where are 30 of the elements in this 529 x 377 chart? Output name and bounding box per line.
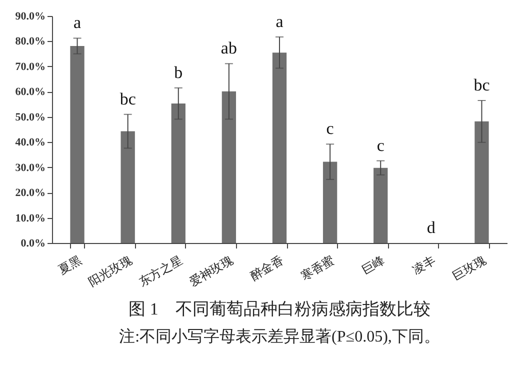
x-tick-label: 寒香蜜 (298, 252, 337, 283)
text: 注:不同小写字母表示差异显著(P≤0.05),下同。 (119, 328, 440, 346)
y-tick-label: 80.0% (15, 36, 46, 48)
y-tick-label: 0.0% (20, 238, 46, 250)
x-tick-label: 凌丰 (410, 252, 438, 277)
y-tick-label: 30.0% (15, 162, 46, 174)
annotation: b (174, 62, 183, 82)
x-tick-label: 东方之星 (136, 252, 185, 289)
y-tick-label: 40.0% (15, 136, 46, 149)
annotation: c (326, 119, 334, 138)
x-tick-label: 爱神玫瑰 (186, 252, 236, 289)
y-tick-label: 70.0% (15, 60, 46, 73)
y-tick-label: 10.0% (15, 212, 46, 224)
y-tick-label: 60.0% (15, 86, 46, 98)
y-tick-label: 50.0% (15, 111, 46, 124)
annotation: a (74, 13, 82, 32)
annotation: a (276, 12, 284, 31)
text: 图 1 不同葡萄品种白粉病感病指数比较 (128, 300, 430, 319)
y-tick-label: 90.0% (15, 10, 46, 22)
y-tick-label: 20.0% (15, 187, 46, 200)
x-tick-label: 夏黑 (56, 252, 84, 277)
x-tick-label: 巨峰 (359, 252, 388, 277)
annotation: d (426, 218, 436, 237)
annotation: bc (474, 75, 490, 94)
x-tick-label: 阳光玫瑰 (86, 252, 134, 289)
annotation: c (376, 136, 385, 155)
x-tick-label: 巨玫瑰 (450, 252, 488, 283)
annotation: ab (220, 38, 237, 58)
annotation: bc (120, 89, 136, 108)
x-tick-label: 醉金香 (248, 252, 286, 283)
